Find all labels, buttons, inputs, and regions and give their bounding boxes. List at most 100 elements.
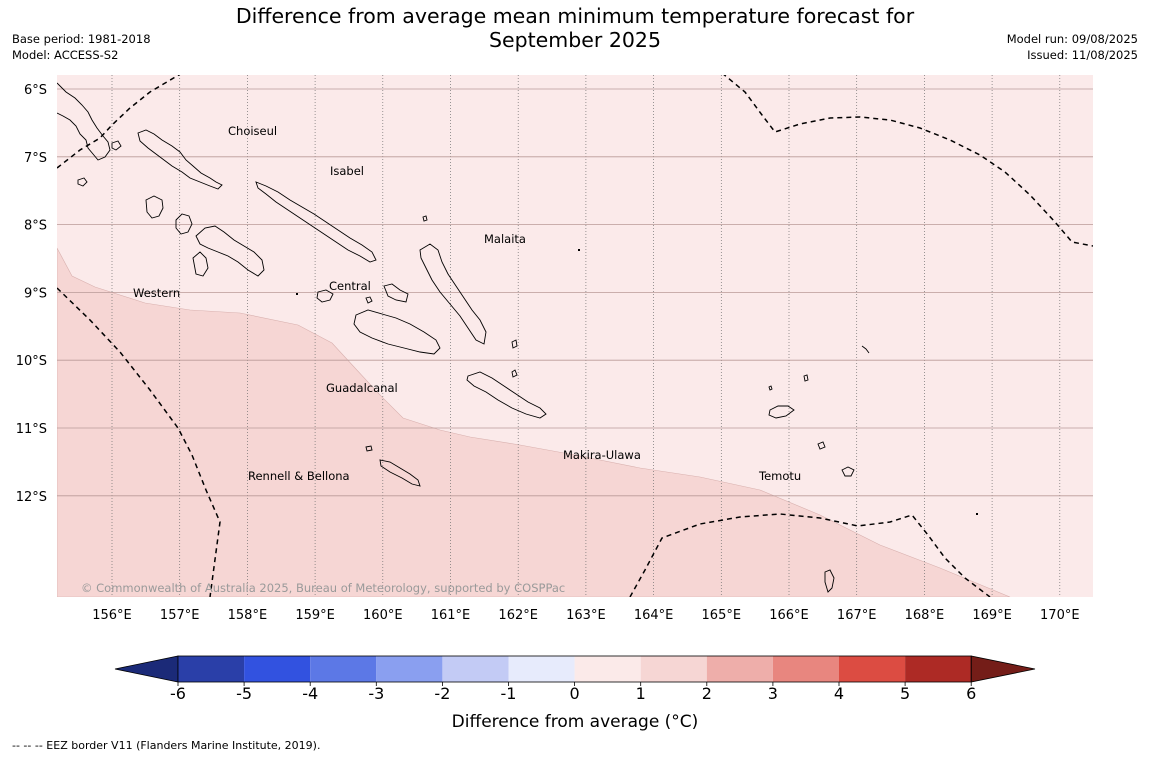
ulawa-islet	[511, 369, 518, 378]
eez-borders	[57, 75, 1093, 597]
map: Choiseul Isabel Malaita Western Central …	[16, 75, 1093, 623]
colorbar-segment	[376, 656, 443, 682]
colorbar-tick-label: -3	[368, 684, 384, 703]
latitude-label: 10°S	[16, 354, 47, 369]
colorbar-tick-label: 5	[900, 684, 910, 703]
meta-left: Base period: 1981-2018 Model: ACCESS-S2	[12, 31, 151, 63]
longitude-label: 162°E	[498, 608, 538, 623]
reef-islet-2	[861, 345, 870, 354]
copyright-notice: © Commonwealth of Australia 2025, Bureau…	[81, 581, 565, 595]
colorbar-segment	[772, 656, 839, 682]
latitude-labels: 6°S 7°S 8°S 9°S 10°S 11°S 12°S	[16, 83, 47, 505]
anomaly-zone-1-2	[57, 247, 1011, 597]
label-choiseul: Choiseul	[228, 124, 277, 138]
latitude-label: 11°S	[16, 422, 47, 437]
colorbar-over-arrow	[970, 655, 1036, 683]
colorbar-tick-label: -6	[170, 684, 186, 703]
colorbar-segment	[310, 656, 377, 682]
makira-coast	[466, 371, 547, 419]
colorbar-label: Difference from average (°C)	[452, 712, 699, 732]
colorbar-segment	[244, 656, 311, 682]
shortland-islet	[77, 177, 88, 187]
model-name: Model: ACCESS-S2	[12, 48, 119, 62]
coastlines	[57, 82, 870, 593]
colorbar-tick-label: 1	[636, 684, 646, 703]
colorbar-segment	[178, 656, 245, 682]
florida-islands	[383, 283, 409, 303]
title-line-2: September 2025	[489, 28, 661, 52]
colorbar-tick-label: -1	[501, 684, 517, 703]
colorbar-frame	[177, 655, 972, 683]
longitude-label: 160°E	[363, 608, 403, 623]
russell-islands	[316, 289, 334, 303]
colorbar-segment	[508, 656, 575, 682]
latitude-label: 6°S	[24, 83, 47, 98]
isabel-coast	[255, 181, 377, 263]
longitude-label: 168°E	[905, 608, 945, 623]
chart-title: Difference from average mean minimum tem…	[0, 4, 1150, 52]
guadalcanal-coast	[353, 309, 441, 355]
issued-date: Issued: 11/08/2025	[1027, 48, 1138, 62]
label-central: Central	[329, 279, 371, 293]
reef-islet-1	[803, 374, 809, 382]
longitude-label: 156°E	[92, 608, 132, 623]
colorbar-segment	[905, 656, 972, 682]
colorbar-tick-label: -4	[302, 684, 318, 703]
bellona-islet	[365, 445, 373, 452]
label-isabel: Isabel	[330, 164, 364, 178]
colorbar-tick-label: 2	[702, 684, 712, 703]
latitude-label: 9°S	[24, 286, 47, 301]
kolombangara	[175, 213, 193, 235]
longitude-label: 169°E	[972, 608, 1012, 623]
bougainville-coast	[57, 82, 111, 161]
meta-right: Model run: 09/08/2025 Issued: 11/08/2025	[1007, 31, 1138, 63]
colorbar-tick-label: 4	[834, 684, 844, 703]
ocean-dots	[296, 249, 978, 515]
label-makira-ulawa: Makira-Ulawa	[563, 448, 641, 462]
longitude-label: 167°E	[837, 608, 877, 623]
eez-north-west	[57, 75, 181, 169]
vella-lavella	[145, 195, 164, 219]
vanikoro-islet	[824, 569, 835, 593]
eez-south-east	[629, 513, 991, 597]
santa-cruz-islet-1	[768, 405, 795, 419]
model-run: Model run: 09/08/2025	[1006, 32, 1138, 46]
colorbar-tick-label: 0	[570, 684, 580, 703]
savo-islet	[365, 296, 373, 304]
colorbar-tick-label: 6	[966, 684, 976, 703]
colorbar-tick-label: 3	[768, 684, 778, 703]
longitude-label: 165°E	[702, 608, 742, 623]
title-line-1: Difference from average mean minimum tem…	[235, 4, 915, 28]
longitude-label: 161°E	[431, 608, 471, 623]
label-rennell-bellona: Rennell & Bellona	[248, 469, 350, 483]
longitude-label: 170°E	[1040, 608, 1080, 623]
santa-cruz-islet-2	[817, 441, 826, 450]
base-period: Base period: 1981-2018	[12, 32, 151, 46]
eez-note: -- -- -- EEZ border V11 (Flanders Marine…	[12, 739, 321, 752]
latitude-label: 12°S	[16, 490, 47, 505]
longitude-label: 158°E	[228, 608, 268, 623]
ontong-islet	[422, 215, 428, 222]
small-malaita	[511, 339, 518, 349]
longitude-label: 166°E	[769, 608, 809, 623]
latitude-label: 7°S	[24, 151, 47, 166]
longitude-label: 164°E	[634, 608, 674, 623]
duff-islet	[768, 385, 773, 391]
rendova	[192, 251, 209, 277]
colorbar-tick-label: -2	[434, 684, 450, 703]
latitude-label: 8°S	[24, 219, 47, 234]
utupua-islet	[841, 466, 855, 477]
longitude-labels: 156°E 157°E 158°E 159°E 160°E 161°E 162°E 163°E…	[92, 608, 1079, 623]
longitude-label: 163°E	[566, 608, 606, 623]
colorbar-tick-label: -5	[236, 684, 252, 703]
label-temotu: Temotu	[758, 469, 801, 483]
colorbar-segment	[706, 656, 773, 682]
colorbar-segment	[442, 656, 509, 682]
label-western: Western	[133, 286, 180, 300]
colorbar-segment	[640, 656, 707, 682]
colorbar-segment	[574, 656, 641, 682]
treasury-islet	[111, 140, 122, 151]
malaita-coast	[419, 243, 487, 345]
colorbar-segment	[839, 656, 906, 682]
label-guadalcanal: Guadalcanal	[326, 381, 398, 395]
